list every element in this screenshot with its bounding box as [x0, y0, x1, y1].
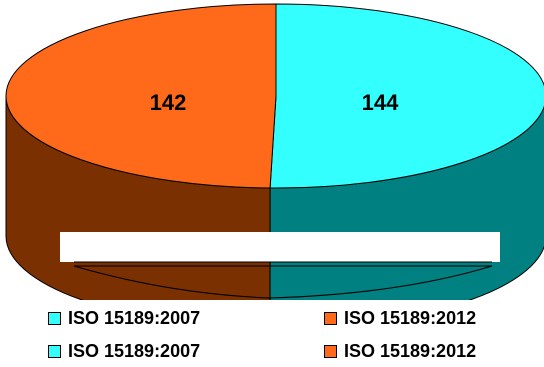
slice-iso-15189-2012: [5, 3, 277, 189]
pie-chart: 144 142: [5, 3, 544, 300]
lower-band-iso-15189-2012: [73, 265, 271, 299]
legend-label: ISO 15189:2012: [344, 341, 477, 361]
legend-swatch-cyan: [48, 312, 61, 325]
legend-swatch-orange: [324, 312, 337, 325]
legend-item: ISO 15189:2012: [324, 308, 476, 329]
lower-band-iso-15189-2007: [269, 265, 493, 299]
data-label-iso-15189-2012: 142: [150, 90, 187, 115]
legend-item: ISO 15189:2012: [324, 341, 476, 362]
data-label-iso-15189-2007: 144: [362, 90, 399, 115]
legend: ISO 15189:2007 ISO 15189:2012 ISO 15189:…: [0, 302, 544, 367]
slice-iso-15189-2007: [269, 3, 544, 189]
legend-label: ISO 15189:2007: [68, 308, 201, 328]
legend-swatch-orange: [324, 345, 337, 358]
legend-swatch-cyan: [48, 345, 61, 358]
legend-label: ISO 15189:2012: [344, 308, 477, 328]
legend-label: ISO 15189:2007: [68, 341, 201, 361]
legend-item: ISO 15189:2007: [48, 308, 200, 329]
legend-item: ISO 15189:2007: [48, 341, 200, 362]
floor-gap: [60, 232, 500, 262]
